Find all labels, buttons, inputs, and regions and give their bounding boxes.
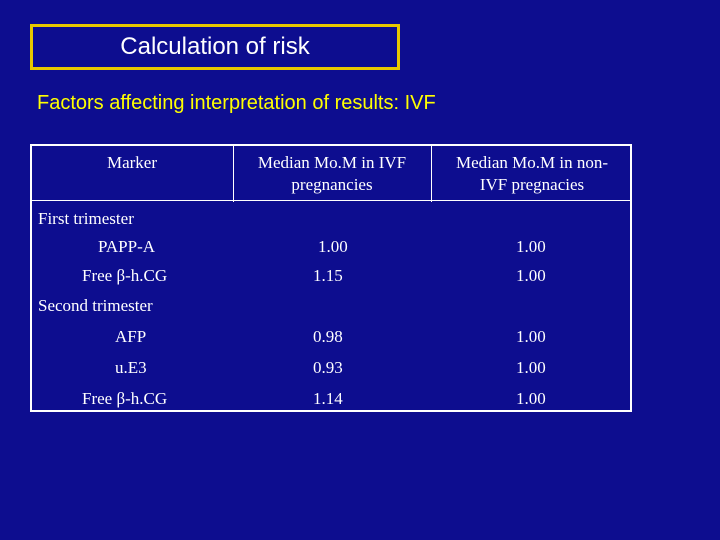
header-ivf: Median Mo.M in IVF pregnancies [234, 152, 430, 196]
ivf-value-cell: 1.00 [318, 237, 348, 256]
ivf-value-cell: 0.93 [313, 358, 343, 377]
non-ivf-value-cell: 1.00 [516, 266, 546, 285]
marker-cell: Free β-h.CG [82, 266, 168, 285]
header-non-ivf-line1: Median Mo.M in non- [455, 153, 609, 172]
header-non-ivf: Median Mo.M in non- IVF pregnacies [432, 152, 632, 196]
non-ivf-value-cell: 1.00 [516, 358, 546, 377]
slide-subtitle: Factors affecting interpretation of resu… [37, 92, 436, 114]
section-second-trimester: Second trimester [38, 296, 153, 315]
ivf-value-cell: 0.98 [313, 327, 343, 346]
non-ivf-value-cell: 1.00 [516, 389, 546, 408]
non-ivf-value-cell: 1.00 [516, 237, 546, 256]
header-ivf-line2: pregnancies [291, 175, 373, 194]
ivf-value-cell: 1.14 [313, 389, 343, 408]
marker-cell: u.E3 [115, 358, 147, 377]
non-ivf-value-cell: 1.00 [516, 327, 546, 346]
section-first-trimester: First trimester [38, 209, 134, 228]
header-ivf-line1: Median Mo.M in IVF [257, 153, 407, 172]
column-divider-2 [431, 146, 432, 202]
results-table: Marker Median Mo.M in IVF pregnancies Me… [30, 144, 632, 412]
marker-cell: Free β-h.CG [82, 389, 168, 408]
header-divider [32, 200, 630, 201]
title-box: Calculation of risk [30, 24, 400, 70]
marker-cell: PAPP-A [98, 237, 156, 256]
header-non-ivf-line2: IVF pregnacies [479, 175, 585, 194]
marker-cell: AFP [115, 327, 147, 346]
slide-title: Calculation of risk [120, 33, 310, 60]
column-divider-1 [233, 146, 234, 202]
ivf-value-cell: 1.15 [313, 266, 343, 285]
header-marker: Marker [106, 153, 158, 172]
